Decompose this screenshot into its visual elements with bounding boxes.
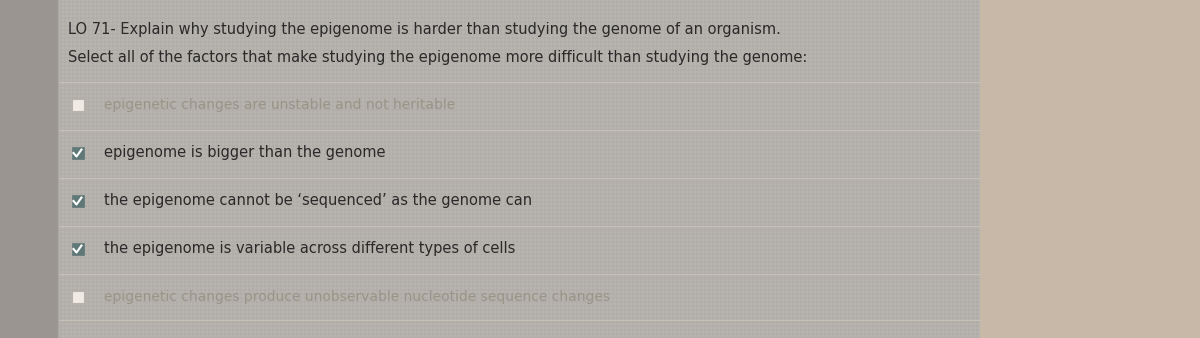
FancyBboxPatch shape [72,291,84,303]
FancyBboxPatch shape [72,147,84,159]
FancyBboxPatch shape [72,195,84,207]
Text: the epigenome is variable across different types of cells: the epigenome is variable across differe… [104,241,515,257]
Text: LO 71- Explain why studying the epigenome is harder than studying the genome of : LO 71- Explain why studying the epigenom… [68,22,781,37]
FancyBboxPatch shape [0,0,58,338]
FancyBboxPatch shape [980,0,1200,338]
FancyBboxPatch shape [72,99,84,111]
Text: Select all of the factors that make studying the epigenome more difficult than s: Select all of the factors that make stud… [68,50,808,65]
Text: the epigenome cannot be ‘sequenced’ as the genome can: the epigenome cannot be ‘sequenced’ as t… [104,193,532,209]
Text: epigenetic changes are unstable and not heritable: epigenetic changes are unstable and not … [104,98,455,112]
Text: epigenetic changes produce unobservable nucleotide sequence changes: epigenetic changes produce unobservable … [104,290,610,304]
Text: epigenome is bigger than the genome: epigenome is bigger than the genome [104,145,385,161]
FancyBboxPatch shape [72,243,84,255]
